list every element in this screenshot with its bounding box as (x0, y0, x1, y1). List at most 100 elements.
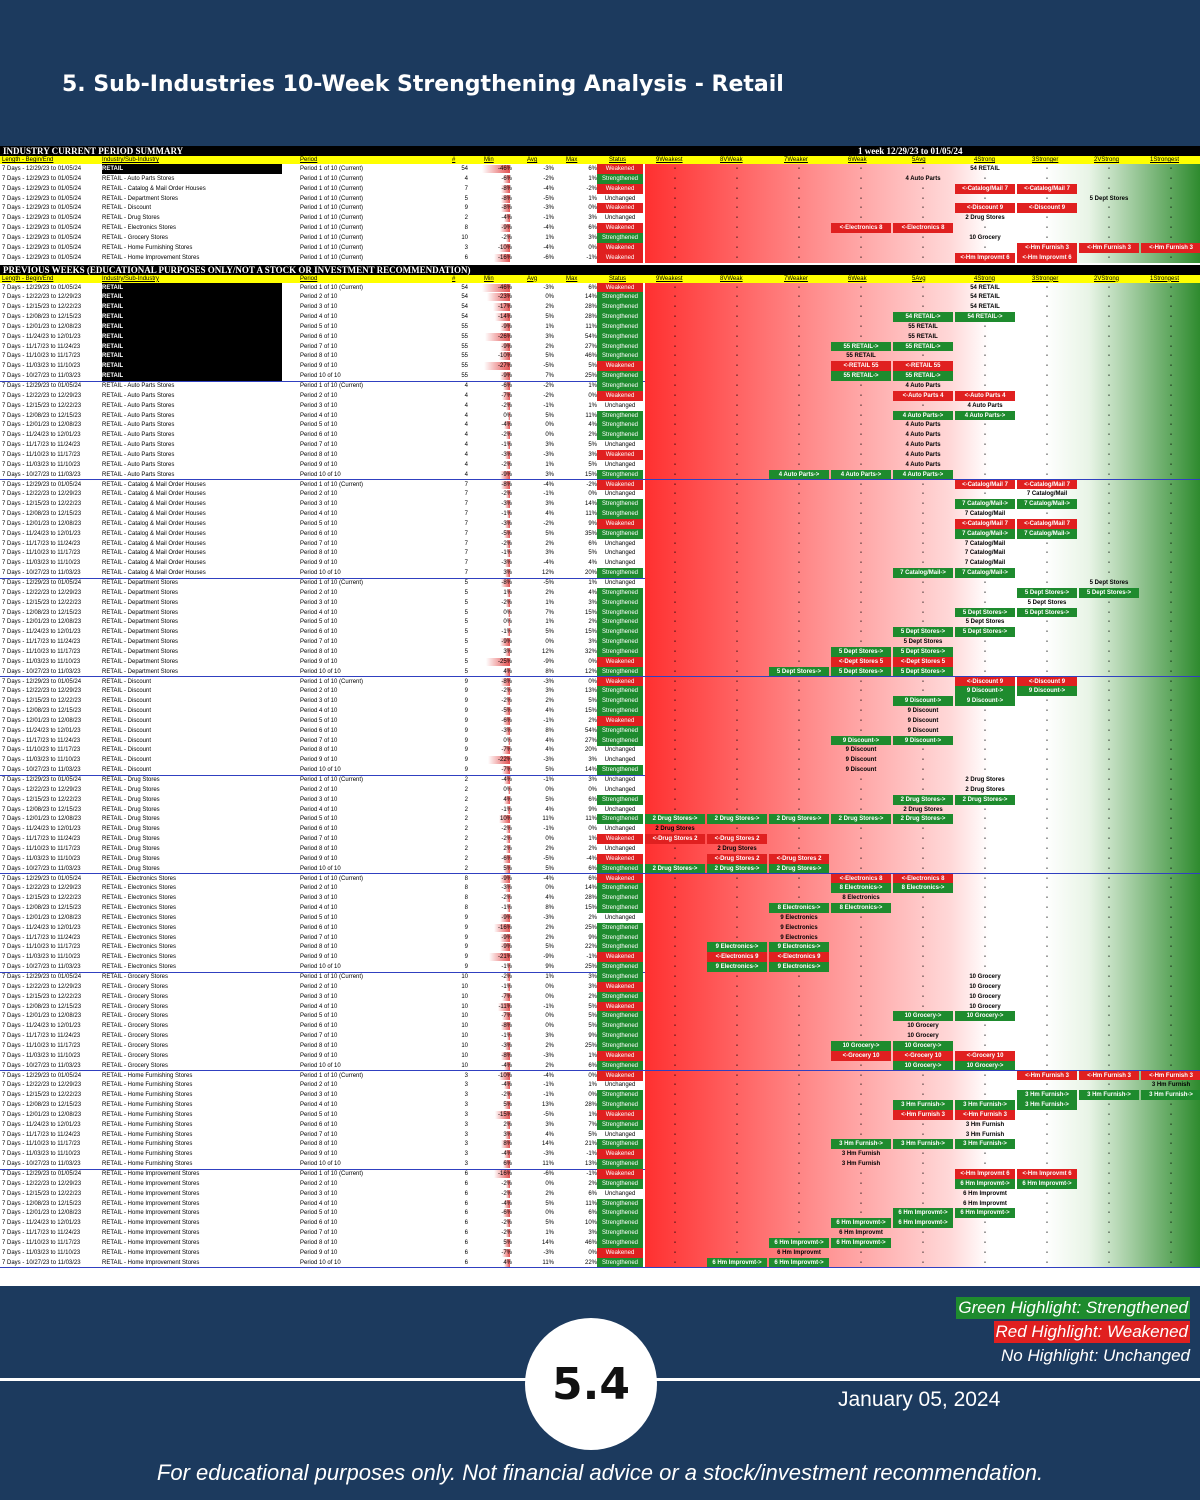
scale-dot: - (860, 520, 862, 527)
scale-dot: - (1170, 1062, 1172, 1069)
industry-cell: RETAIL - Grocery Stores (102, 974, 169, 980)
max-cell: 14% (584, 294, 597, 301)
scale-dot: - (922, 786, 924, 793)
strength-scale (645, 991, 1200, 1002)
min-bar (506, 835, 510, 844)
scale-dot: - (1108, 826, 1110, 833)
scale-dot: - (798, 215, 800, 222)
min-bar (499, 913, 510, 922)
count-cell: 4 (464, 461, 468, 468)
scale-dot: - (922, 1092, 924, 1099)
max-cell: 1% (588, 836, 597, 843)
strength-scale (645, 853, 1200, 864)
min-bar (504, 421, 510, 430)
scale-dot: - (674, 934, 676, 941)
min-bar (482, 283, 510, 292)
scale-dot: - (1046, 392, 1048, 399)
min-bar (504, 1061, 510, 1070)
strength-marker: 2 Drug Stores-> (707, 863, 767, 874)
scale-dot: - (1170, 1180, 1172, 1187)
scale-dot: - (860, 983, 862, 990)
scale-dot: - (1170, 757, 1172, 764)
length-cell: 7 Days - 11/24/23 to 12/01/23 (2, 1121, 81, 1128)
strength-marker: 5 Dept Stores-> (1017, 587, 1077, 598)
period-cell: Period 3 of 10 (300, 304, 338, 311)
scale-dot: - (1170, 205, 1172, 212)
scale-dot: - (984, 1072, 986, 1079)
table-row: 7 Days - 11/10/23 to 11/17/23 RETAIL - Di… (0, 745, 1200, 756)
avg-cell: -4% (543, 481, 554, 488)
min-bar (507, 588, 510, 597)
period-cell: Period 1 of 10 (Current) (300, 777, 364, 783)
table-row: 7 Days - 11/10/23 to 11/17/23 RETAIL - Gr… (0, 1040, 1200, 1051)
min-bar (499, 874, 510, 883)
period-cell: Period 6 of 10 (300, 1023, 338, 1030)
strength-marker: 4 Auto Parts (905, 422, 941, 429)
strength-scale (645, 459, 1200, 470)
scale-dot: - (674, 895, 676, 902)
min-cell: 8% (503, 1141, 512, 1148)
scale-dot: - (736, 747, 738, 754)
industry-cell: RETAIL - Department Stores (102, 609, 179, 616)
table-row: 7 Days - 11/24/23 to 12/01/23 RETAIL - Di… (0, 725, 1200, 736)
scale-dot: - (736, 1151, 738, 1158)
column-header: 1Strongest (1150, 275, 1180, 282)
scale-dot: - (798, 1042, 800, 1049)
min-cell: -2% (501, 698, 512, 705)
industry-cell: RETAIL - Grocery Stores (102, 234, 169, 241)
scale-dot: - (860, 185, 862, 192)
min-bar (501, 1248, 510, 1257)
strength-marker: 2 Drug Stores-> (645, 814, 705, 825)
period-cell: Period 5 of 10 (300, 323, 338, 330)
scale-dot: - (736, 363, 738, 370)
scale-dot: - (1108, 648, 1110, 655)
strength-marker: 9 Discount-> (955, 696, 1015, 707)
scale-dot: - (736, 205, 738, 212)
status-cell: Strengthened (597, 312, 643, 323)
min-bar (499, 243, 510, 252)
strength-marker: 10 Grocery-> (955, 1060, 1015, 1071)
scale-dot: - (1170, 432, 1172, 439)
industry-cell: RETAIL - Grocery Stores (102, 1003, 169, 1010)
min-bar (505, 884, 510, 893)
scale-dot: - (798, 786, 800, 793)
scale-dot: - (798, 737, 800, 744)
scale-dot: - (1108, 570, 1110, 577)
strength-marker: 9 Discount-> (893, 735, 953, 746)
scale-dot: - (674, 688, 676, 695)
scale-dot: - (1046, 323, 1048, 330)
status-cell: Unchanged (604, 1190, 636, 1197)
length-cell: 7 Days - 11/17/23 to 11/24/23 (2, 1230, 81, 1237)
max-cell: 0% (588, 392, 597, 399)
max-cell: 28% (584, 304, 597, 311)
scale-dot: - (1108, 688, 1110, 695)
industry-cell: RETAIL - Home Improvement Stores (102, 1171, 200, 1177)
min-cell: 0% (503, 609, 512, 616)
avg-cell: 5% (545, 412, 554, 419)
scale-dot: - (674, 648, 676, 655)
scale-dot: - (1108, 1042, 1110, 1049)
min-bar (505, 1130, 510, 1139)
status-cell: Strengthened (597, 331, 643, 342)
max-cell: 9% (588, 806, 597, 813)
length-cell: 7 Days - 11/17/23 to 11/24/23 (2, 343, 81, 350)
scale-dot: - (984, 865, 986, 872)
table-row: 7 Days - 11/10/23 to 11/17/23 RETAIL - Dr… (0, 843, 1200, 854)
table-row: 7 Days - 11/03/23 to 11/10/23 RETAIL - Ho… (0, 1247, 1200, 1258)
status-cell: Strengthened (597, 1178, 643, 1189)
scale-dot: - (1046, 895, 1048, 902)
scale-dot: - (674, 461, 676, 468)
avg-cell: 4% (545, 737, 554, 744)
scale-dot: - (860, 806, 862, 813)
table-row: 7 Days - 12/15/23 to 12/22/23 RETAIL Perio… (0, 302, 1200, 313)
scale-dot: - (736, 166, 738, 172)
strength-scale (645, 942, 1200, 953)
industry-cell: RETAIL - Department Stores (102, 195, 179, 202)
avg-cell: 3% (545, 501, 554, 508)
scale-dot: - (736, 1161, 738, 1168)
scale-dot: - (798, 491, 800, 498)
scale-dot: - (984, 875, 986, 882)
strength-marker: <-Discount 9 (955, 203, 1015, 214)
scale-dot: - (798, 1072, 800, 1079)
strength-marker: 2 Drug Stores-> (707, 814, 767, 825)
